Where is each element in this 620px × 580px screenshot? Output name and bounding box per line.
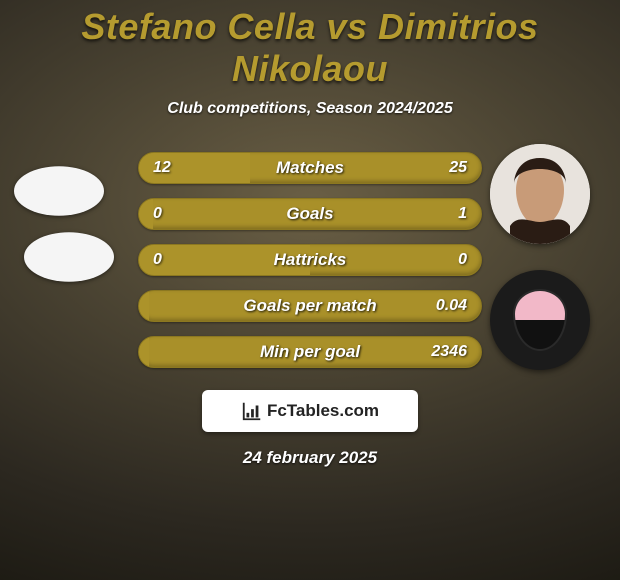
player2-avatar [490,144,590,244]
comparison-panel: 1225Matches 01Goals 00Hattricks 0.04Goals p… [0,152,620,382]
page-title: Stefano Cella vs Dimitrios Nikolaou [0,6,620,90]
player1-avatar [14,166,104,216]
stat-row: 2346Min per goal [138,336,482,368]
stat-label: Goals [139,204,481,224]
player-face-icon [490,144,590,244]
content: Stefano Cella vs Dimitrios Nikolaou Club… [0,0,620,468]
subtitle: Club competitions, Season 2024/2025 [0,100,620,118]
stat-row: 1225Matches [138,152,482,184]
player1-club-badge [24,232,114,282]
stat-row: 01Goals [138,198,482,230]
date-label: 24 february 2025 [0,448,620,468]
chart-icon [241,400,263,422]
stat-label: Min per goal [139,342,481,362]
stat-row: 00Hattricks [138,244,482,276]
stat-bars: 1225Matches 01Goals 00Hattricks 0.04Goals p… [138,152,482,382]
player2-club-badge [490,270,590,370]
stat-label: Matches [139,158,481,178]
brand-label: FcTables.com [267,401,379,421]
brand-box: FcTables.com [202,390,418,432]
stat-label: Hattricks [139,250,481,270]
stat-label: Goals per match [139,296,481,316]
stat-row: 0.04Goals per match [138,290,482,322]
club-shield-icon [513,289,567,351]
